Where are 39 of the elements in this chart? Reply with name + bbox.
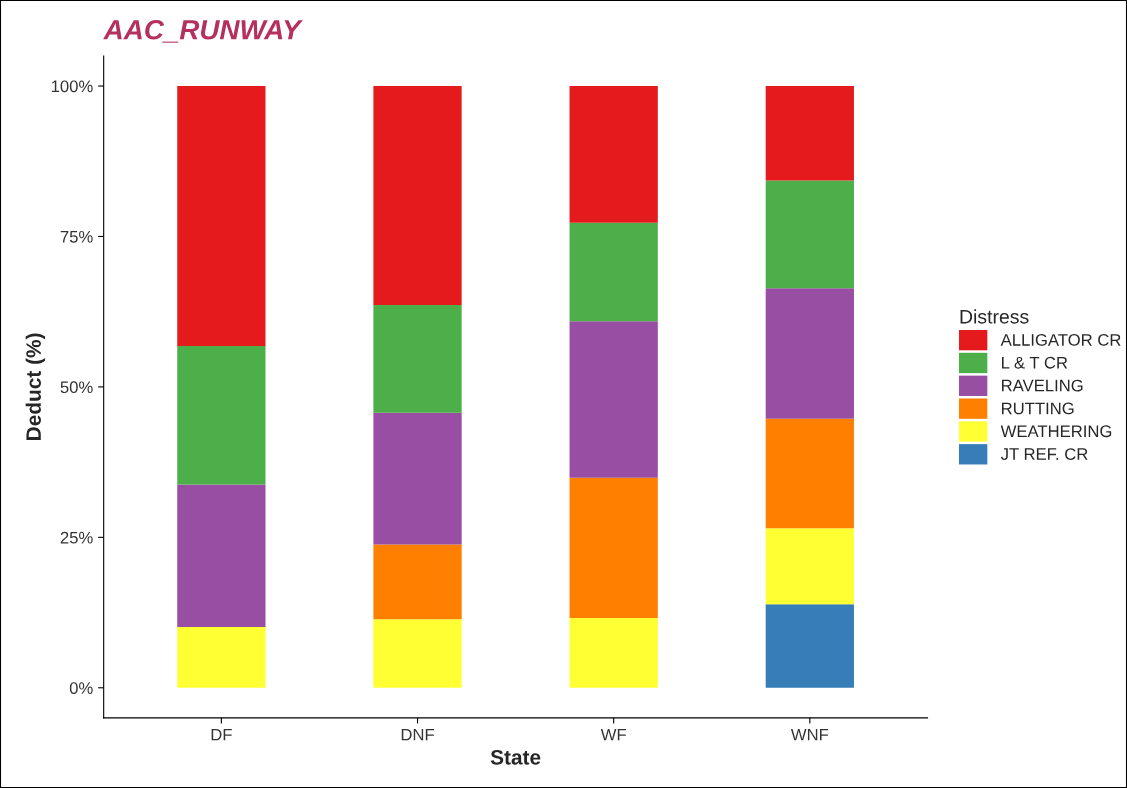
chart-title: AAC_RUNWAY bbox=[103, 19, 303, 43]
bar bbox=[569, 222, 658, 322]
bar bbox=[765, 604, 854, 688]
bar bbox=[569, 477, 658, 618]
y-tick-label: 0% bbox=[69, 682, 93, 694]
legend-title: Distress bbox=[960, 309, 1029, 324]
legend-label: RUTTING bbox=[1002, 402, 1074, 415]
legend-label: RAVELING bbox=[1002, 379, 1083, 392]
bar bbox=[177, 627, 266, 688]
y-tick-label: 75% bbox=[60, 230, 93, 243]
y-tick-label: 25% bbox=[60, 531, 93, 544]
bar bbox=[765, 180, 854, 289]
bar bbox=[373, 412, 462, 545]
x-tick-label: DF bbox=[211, 728, 232, 741]
bar bbox=[177, 484, 266, 627]
x-axis-title: State bbox=[490, 749, 541, 765]
bar bbox=[765, 288, 854, 419]
legend-label: JT REF. CR bbox=[1000, 448, 1088, 460]
y-tick-label: 50% bbox=[60, 381, 93, 394]
bar bbox=[373, 305, 462, 413]
bar bbox=[765, 86, 854, 181]
x-tick-label: WNF bbox=[790, 728, 829, 741]
bar bbox=[177, 86, 266, 346]
x-tick-label: DNF bbox=[401, 728, 434, 741]
bar bbox=[569, 86, 658, 223]
bar bbox=[569, 617, 658, 688]
legend-label: ALLIGATOR CR bbox=[1000, 334, 1121, 346]
legend-label: L & T CR bbox=[1002, 356, 1068, 369]
legend-label: WEATHERING bbox=[1000, 425, 1112, 438]
bar bbox=[177, 345, 266, 485]
x-tick-label: WF bbox=[600, 728, 626, 741]
bar bbox=[373, 544, 462, 620]
bar bbox=[765, 418, 854, 529]
bar bbox=[373, 619, 462, 688]
y-tick-label: 100% bbox=[51, 80, 93, 93]
bar bbox=[569, 321, 658, 478]
bar bbox=[373, 86, 462, 306]
y-axis-title: Deduct (%) bbox=[25, 333, 46, 440]
bar bbox=[765, 528, 854, 605]
